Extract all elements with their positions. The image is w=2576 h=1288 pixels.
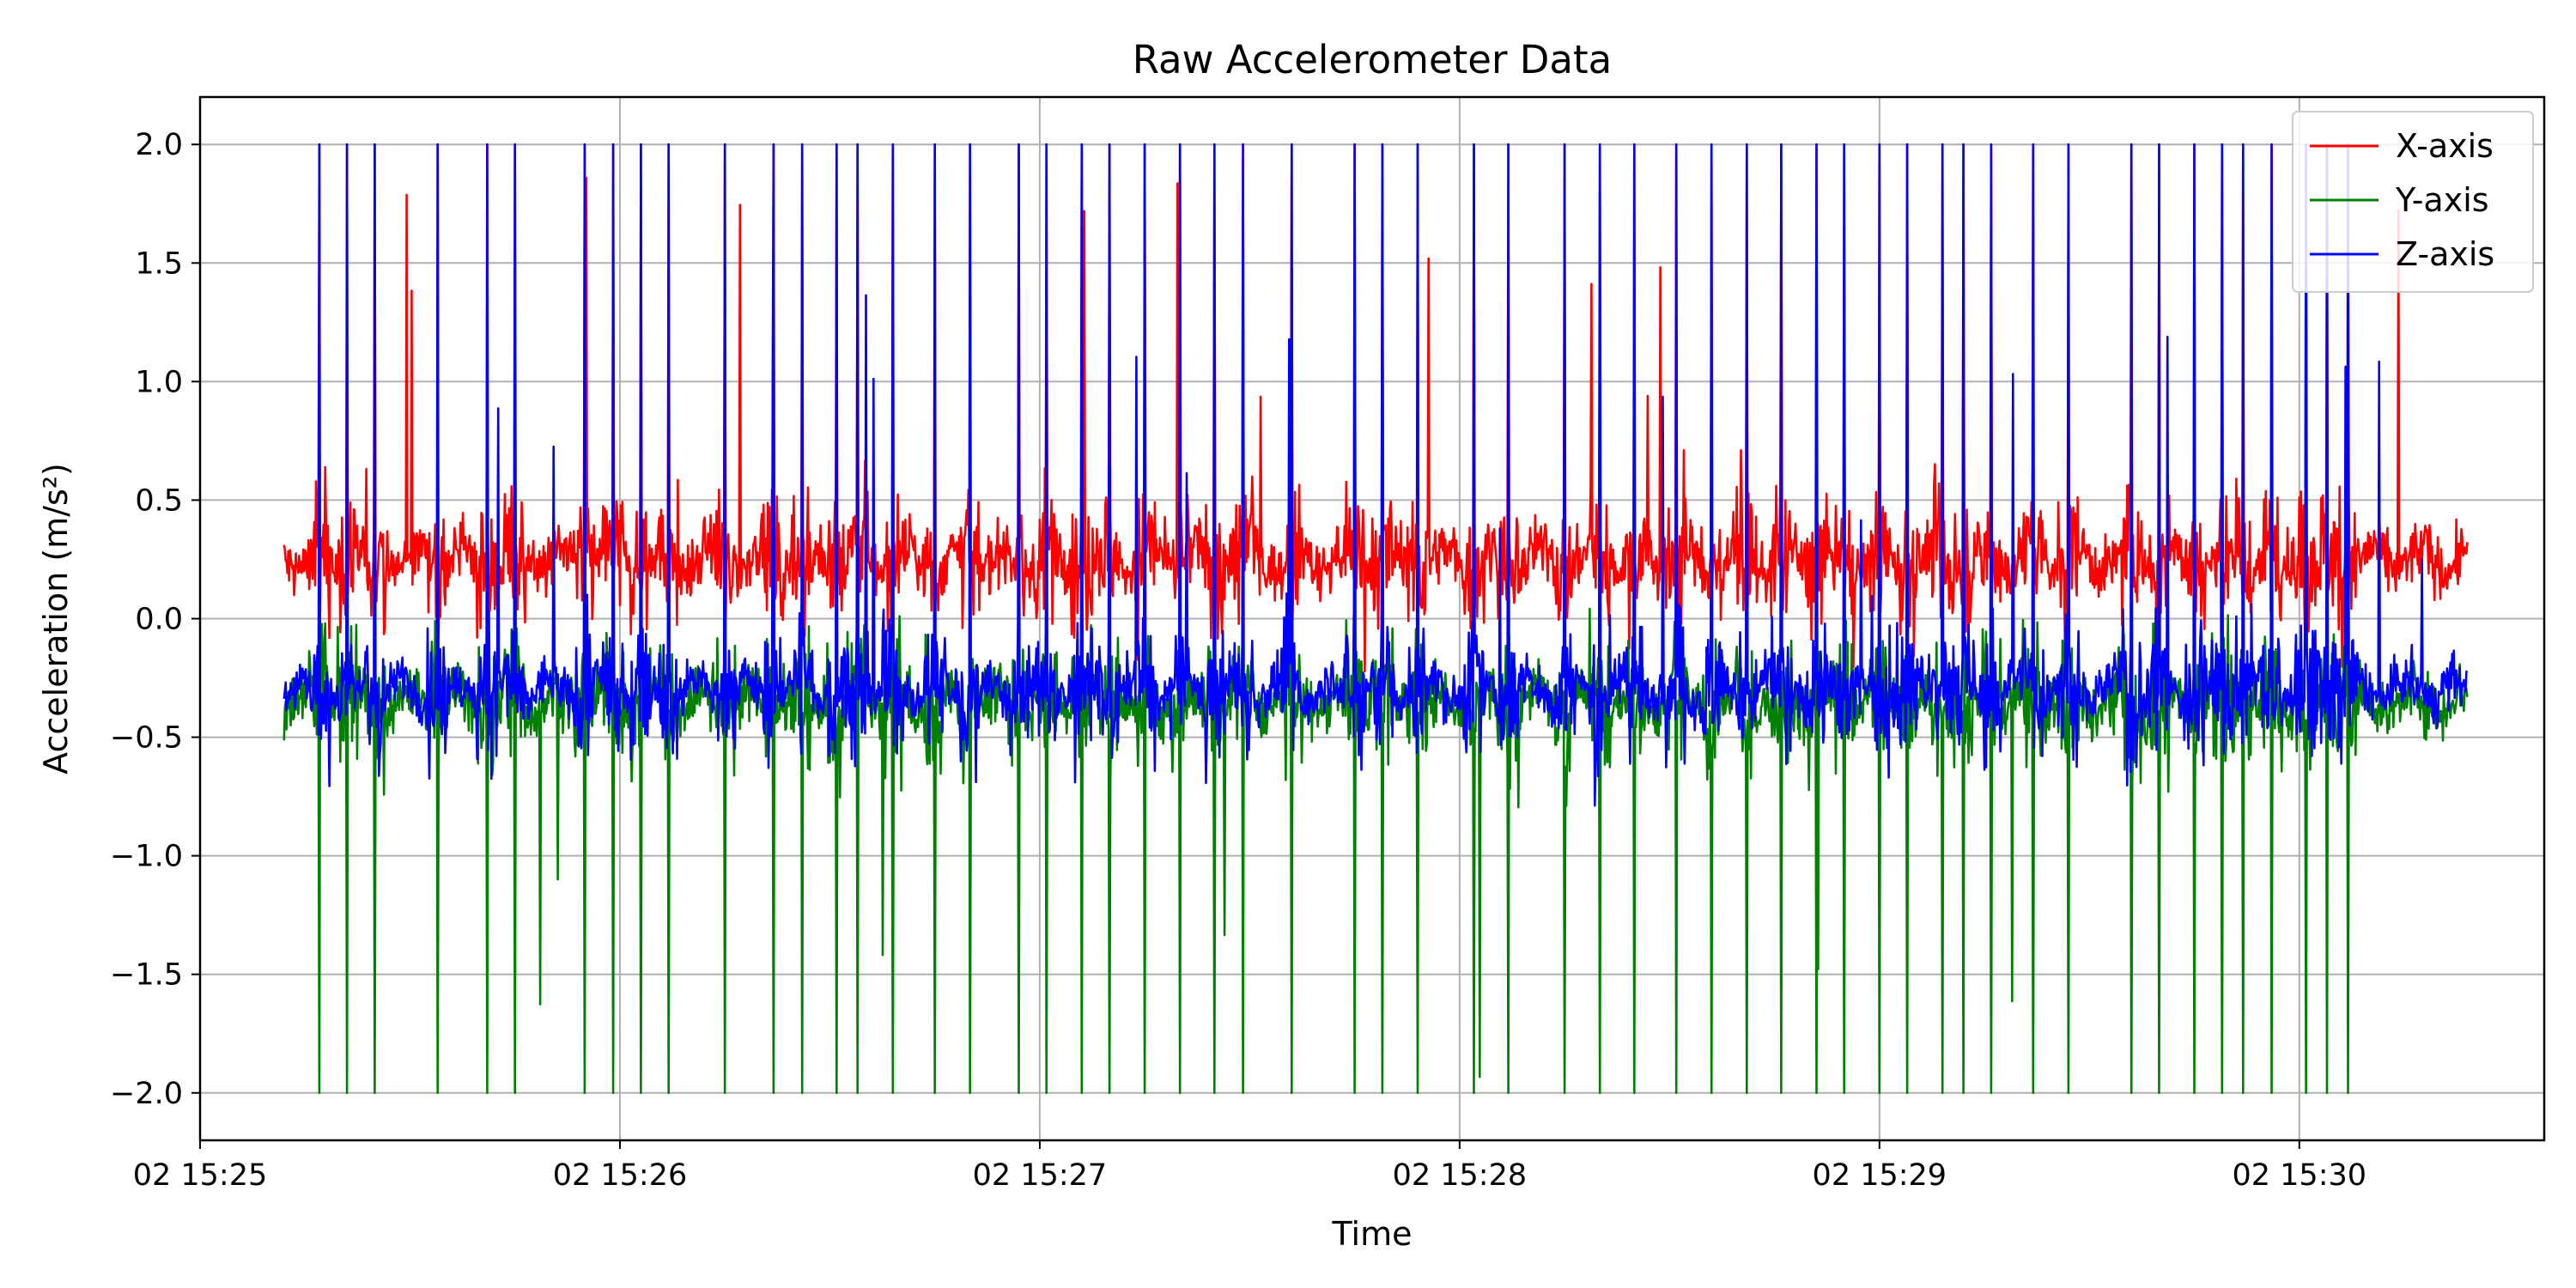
x-tick-label: 02 15:25	[133, 1158, 268, 1193]
legend-label-y-axis: Y-axis	[2395, 181, 2489, 219]
series-line-z-axis	[283, 143, 2469, 807]
y-tick-label: 0.0	[135, 603, 183, 637]
x-tick-label: 02 15:29	[1813, 1158, 1947, 1193]
axis-ticks: 2.0 1.5 1.0 0.5 0.0 −0.5 −1.0 −1.5 −2.0 02 15:25 0…	[110, 128, 2366, 1193]
y-tick-label: 1.0	[135, 365, 183, 399]
y-tick-label: 0.5	[135, 483, 183, 518]
y-tick-label: −0.5	[110, 721, 183, 756]
x-tick-label: 02 15:27	[973, 1158, 1108, 1193]
legend-box	[2292, 111, 2534, 293]
y-axis-title: Acceleration (m/s²)	[37, 463, 75, 775]
y-tick-label: 1.5	[135, 246, 183, 281]
x-tick-label: 02 15:28	[1393, 1158, 1528, 1193]
legend-label-x-axis: X-axis	[2396, 127, 2494, 165]
x-tick-label: 02 15:30	[2233, 1158, 2367, 1193]
y-tick-label: −1.5	[110, 958, 183, 993]
y-tick-label: −2.0	[110, 1077, 183, 1111]
series-lines	[283, 143, 2469, 1095]
legend-label-z-axis: Z-axis	[2396, 235, 2494, 273]
x-tick-label: 02 15:26	[553, 1158, 688, 1193]
y-tick-label: −1.0	[110, 840, 183, 874]
chart-title: Raw Accelerometer Data	[1133, 37, 1612, 82]
y-tick-label: 2.0	[135, 128, 183, 162]
series-line-x-axis	[283, 143, 2469, 673]
legend: X-axis Y-axis Z-axis	[2292, 111, 2534, 293]
x-axis-title: Time	[1332, 1215, 1413, 1253]
